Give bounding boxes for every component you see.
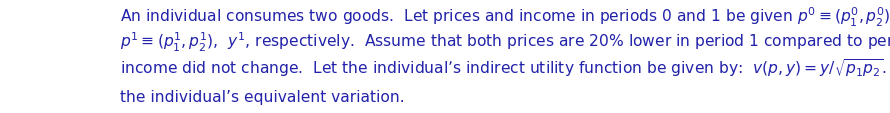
Text: the individual’s equivalent variation.: the individual’s equivalent variation. — [119, 89, 404, 104]
Text: income did not change.  Let the individual’s indirect utility function be given : income did not change. Let the individua… — [119, 57, 890, 79]
Text: An individual consumes two goods.  Let prices and income in periods 0 and 1 be g: An individual consumes two goods. Let pr… — [119, 5, 890, 28]
Text: $p^1 \equiv (p_1^1, p_2^1)$,  $y^1$, respectively.  Assume that both prices are : $p^1 \equiv (p_1^1, p_2^1)$, $y^1$, resp… — [119, 31, 890, 54]
